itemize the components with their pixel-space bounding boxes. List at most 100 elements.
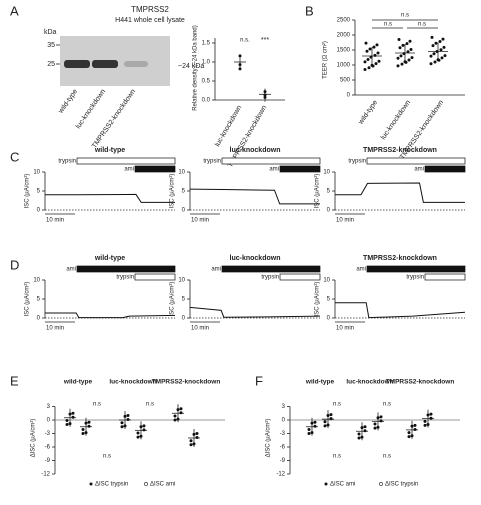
- label: 5: [182, 189, 186, 195]
- data-point: [407, 431, 411, 435]
- ami-bar: [221, 265, 321, 273]
- label: ami: [414, 167, 424, 173]
- trace-title: luc-knockdown: [230, 255, 281, 262]
- data-point: [176, 417, 180, 421]
- data-point: [376, 51, 380, 55]
- ami-bar: [366, 265, 466, 273]
- data-point: [139, 425, 143, 429]
- label: 35: [47, 42, 55, 49]
- label: 10: [33, 278, 40, 284]
- data-point: [442, 45, 446, 49]
- data-point: [173, 418, 177, 422]
- data-point: [423, 419, 427, 423]
- axis-label: ISC (µA/cm²): [170, 282, 176, 317]
- label: 10: [178, 170, 185, 176]
- lane-label: luc-knockdown: [75, 88, 107, 130]
- label: 2000: [337, 33, 351, 39]
- ami-bar: [134, 165, 176, 173]
- data-point: [443, 54, 447, 58]
- blot-band: [124, 61, 148, 67]
- panel-letter: F: [255, 373, 263, 388]
- data-point: [84, 431, 88, 435]
- label: n.s: [93, 402, 101, 408]
- label: -12: [276, 472, 285, 478]
- data-point: [398, 46, 402, 50]
- data-point: [407, 58, 411, 62]
- label: 10: [323, 170, 330, 176]
- legend-marker: [89, 482, 93, 486]
- axis-label: ISC (µA/cm²): [25, 282, 31, 317]
- label: 1500: [337, 48, 351, 54]
- label: 10: [33, 170, 40, 176]
- data-point: [357, 436, 361, 440]
- panel-letter: C: [10, 149, 19, 164]
- data-point: [426, 423, 430, 426]
- data-point: [409, 47, 413, 51]
- axis-label: ΔISC (µA/cm²): [31, 419, 37, 458]
- trace-title: TMPRSS2-knockdown: [363, 147, 437, 154]
- lane-label: wild-type: [57, 88, 79, 116]
- legend-marker: [379, 482, 383, 486]
- label: -9: [45, 458, 51, 464]
- trace-title: TMPRSS2-knockdown: [363, 255, 437, 262]
- data-point: [405, 42, 409, 46]
- data-point: [126, 418, 130, 422]
- axis-label: ISC (µA/cm²): [315, 282, 321, 317]
- label: 10 min: [46, 326, 64, 332]
- data-point: [407, 435, 411, 439]
- data-point: [429, 416, 433, 420]
- data-point: [81, 432, 85, 435]
- category-label: luc-knockdown: [380, 99, 412, 141]
- data-point: [363, 68, 367, 71]
- current-trace: [45, 193, 175, 203]
- data-point: [429, 412, 433, 416]
- data-point: [195, 432, 199, 435]
- label: 3: [47, 404, 51, 410]
- label: 10 min: [46, 218, 64, 224]
- label: -6: [45, 445, 51, 451]
- label: 5: [327, 297, 331, 303]
- data-point: [173, 414, 177, 418]
- label: 5: [37, 297, 41, 303]
- data-point: [326, 414, 330, 417]
- data-point: [396, 56, 400, 60]
- data-point: [423, 423, 427, 427]
- label: 0: [327, 316, 331, 322]
- label: trypsin: [116, 275, 134, 281]
- data-point: [71, 415, 75, 419]
- label: 1.5: [202, 41, 211, 47]
- data-point: [136, 431, 140, 435]
- axis-label: ΔISC (µA/cm²): [266, 419, 272, 458]
- data-point: [68, 412, 72, 416]
- label: -3: [280, 431, 286, 437]
- data-point: [238, 54, 242, 58]
- data-point: [373, 53, 377, 57]
- data-point: [429, 54, 433, 58]
- group-title: luc-knockdown: [109, 379, 156, 386]
- label: 2500: [337, 18, 351, 24]
- data-point: [376, 425, 380, 429]
- data-point: [123, 414, 127, 418]
- data-point: [189, 443, 193, 447]
- label: ~24 kDa: [178, 63, 204, 70]
- data-point: [376, 416, 380, 420]
- label: 5: [37, 189, 41, 195]
- data-point: [363, 425, 367, 429]
- label: trypsin: [203, 159, 221, 165]
- panel-letter: A: [10, 3, 19, 18]
- data-point: [410, 56, 414, 60]
- legend-entry: ΔISC trypsin: [95, 482, 128, 488]
- label: trypsin: [58, 159, 76, 165]
- label: n.s.: [240, 38, 250, 44]
- label: -12: [41, 472, 50, 478]
- data-point: [323, 420, 327, 424]
- label: -6: [280, 445, 286, 451]
- legend-marker: [324, 482, 328, 486]
- group-title: luc-knockdown: [346, 379, 393, 386]
- data-point: [192, 432, 196, 436]
- data-point: [435, 49, 439, 53]
- label: 25: [47, 61, 55, 68]
- data-point: [374, 62, 378, 66]
- data-point: [366, 58, 370, 62]
